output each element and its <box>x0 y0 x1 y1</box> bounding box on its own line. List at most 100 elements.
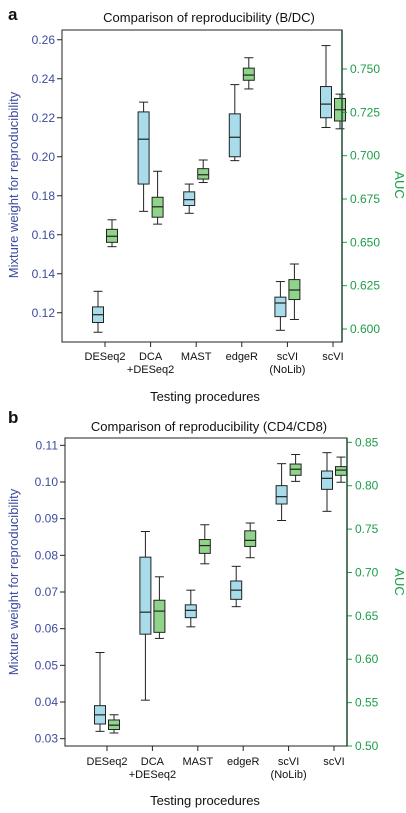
y-tick-label: 0.18 <box>32 189 56 203</box>
chart-title: Comparison of reproducibility (CD4/CD8) <box>91 419 327 434</box>
box-right-series <box>242 57 255 90</box>
y-axis-label: Mixture weight for reproducibility <box>6 488 21 675</box>
y2-tick-label: 0.725 <box>350 105 380 119</box>
y2-tick-label: 0.70 <box>355 565 379 579</box>
y-tick-label: 0.26 <box>32 33 56 47</box>
y2-tick-label: 0.65 <box>355 609 379 623</box>
y2-tick-label: 0.50 <box>355 739 379 753</box>
x-tick-label: edgeR <box>226 351 258 363</box>
box-left-series <box>184 589 197 628</box>
box-left-series <box>137 101 150 212</box>
y2-tick-label: 0.85 <box>355 435 379 449</box>
y-tick-label: 0.20 <box>32 150 56 164</box>
y-tick-label: 0.03 <box>35 732 59 746</box>
box-iqr <box>228 113 241 158</box>
box-left-series <box>274 281 287 331</box>
box-left-series <box>275 463 288 521</box>
box-right-series <box>106 219 118 248</box>
box-iqr <box>137 111 150 185</box>
x-tick-label: +DESeq2 <box>127 364 174 376</box>
box-groups <box>92 45 346 333</box>
box-iqr <box>242 67 255 81</box>
box-left-series <box>183 183 196 214</box>
y-tick-label: 0.16 <box>32 228 56 242</box>
box-right-series <box>151 170 164 225</box>
y2-tick-label: 0.80 <box>355 479 379 493</box>
y2-tick-label: 0.750 <box>350 62 380 76</box>
y-tick-label: 0.22 <box>32 111 56 125</box>
box-iqr <box>335 466 347 476</box>
box-iqr <box>197 168 210 180</box>
x-tick-label: +DESeq2 <box>129 769 176 781</box>
y-tick-label: 0.24 <box>32 72 56 86</box>
y-tick-label: 0.09 <box>35 512 59 526</box>
y-tick-label: 0.06 <box>35 622 59 636</box>
y-tick-label: 0.08 <box>35 548 59 562</box>
y2-tick-label: 0.650 <box>350 235 380 249</box>
panel-a: a Comparison of reproducibility (B/DC) M… <box>6 5 406 404</box>
panel-letter: a <box>8 5 18 24</box>
x-tick-label: scVI <box>322 351 343 363</box>
axis-ticks: 0.03 0.04 0.05 0.06 0.07 0.08 0.09 0.10 0.11 0.50… <box>35 435 379 781</box>
box-right-series <box>289 453 302 482</box>
y-tick-label: 0.07 <box>35 585 59 599</box>
box-iqr <box>320 86 332 119</box>
box-iqr <box>153 599 166 633</box>
box-right-series <box>244 522 257 559</box>
panel-b: b Comparison of reproducibility (CD4/CD8… <box>6 408 406 808</box>
box-left-series <box>228 84 241 162</box>
box-right-series <box>197 159 210 184</box>
x-tick-label: MAST <box>183 756 214 768</box>
box-left-series <box>321 452 333 512</box>
box-right-series <box>108 714 120 734</box>
box-right-series <box>334 93 346 130</box>
x-tick-label: MAST <box>181 351 212 363</box>
box-left-series <box>320 45 332 128</box>
x-tick-label: scVI <box>277 351 298 363</box>
x-tick-label: scVI <box>278 756 299 768</box>
x-tick-label: scVI <box>323 756 344 768</box>
x-tick-label: DESeq2 <box>85 351 126 363</box>
box-right-series <box>335 456 347 483</box>
y-tick-label: 0.12 <box>32 306 56 320</box>
y2-axis-label: AUC <box>392 568 406 595</box>
y-tick-label: 0.11 <box>36 438 59 452</box>
box-iqr <box>274 296 287 318</box>
box-left-series <box>94 652 106 732</box>
panel-letter: b <box>8 408 18 427</box>
box-left-series <box>230 565 243 608</box>
y-tick-label: 0.10 <box>35 475 59 489</box>
axis-ticks: 0.12 0.14 0.16 0.18 0.20 0.22 0.24 0.26 0.600 0.6… <box>32 30 380 376</box>
y2-tick-label: 0.55 <box>355 696 379 710</box>
y-axis-label: Mixture weight for reproducibility <box>6 91 21 278</box>
x-tick-label: (NoLib) <box>269 364 305 376</box>
x-axis-label: Testing procedures <box>150 389 260 404</box>
plot-frame <box>64 437 348 747</box>
x-tick-label: (NoLib) <box>271 769 307 781</box>
box-right-series <box>153 576 166 639</box>
x-tick-label: DCA <box>141 756 165 768</box>
box-iqr <box>198 539 211 554</box>
x-tick-label: DESeq2 <box>87 756 128 768</box>
box-iqr <box>321 470 333 490</box>
y-tick-label: 0.04 <box>35 695 59 709</box>
box-left-series <box>139 531 152 701</box>
box-iqr <box>244 530 257 547</box>
box-iqr <box>184 604 197 619</box>
y2-tick-label: 0.675 <box>350 192 380 206</box>
y2-tick-label: 0.600 <box>350 322 380 336</box>
box-groups <box>94 452 347 734</box>
chart-title: Comparison of reproducibility (B/DC) <box>103 10 315 25</box>
box-right-series <box>288 263 301 320</box>
y-tick-label: 0.14 <box>32 267 56 281</box>
y2-tick-label: 0.625 <box>350 279 380 293</box>
box-right-series <box>198 524 211 565</box>
y2-tick-label: 0.700 <box>350 149 380 163</box>
box-iqr <box>183 191 196 207</box>
y-tick-label: 0.05 <box>35 658 59 672</box>
box-left-series <box>92 290 104 333</box>
y2-axis-label: AUC <box>392 171 406 198</box>
y2-tick-label: 0.75 <box>355 522 379 536</box>
x-tick-label: DCA <box>139 351 163 363</box>
